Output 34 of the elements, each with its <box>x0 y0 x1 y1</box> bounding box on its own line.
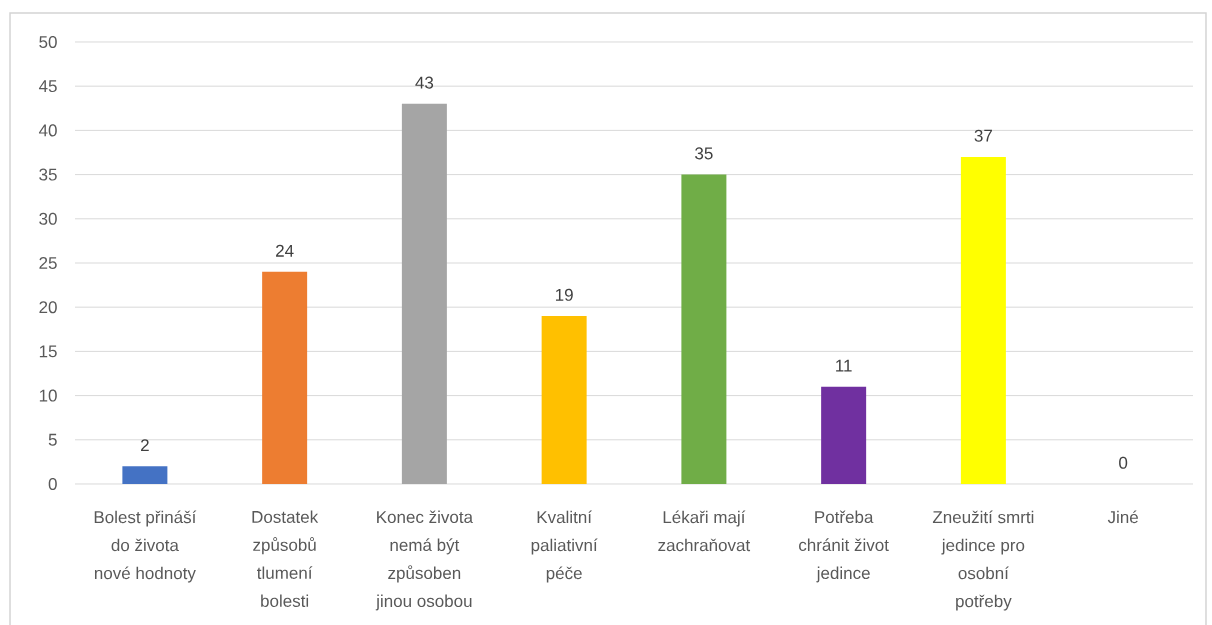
x-tick-label: Kvalitní paliativní péče <box>531 510 598 583</box>
bar <box>401 103 447 484</box>
y-tick-label: 50 <box>39 35 57 49</box>
y-tick-label: 45 <box>38 80 57 93</box>
x-tick-label: Bolest přináší do života nové hodnoty <box>94 510 197 583</box>
y-tick-label: 5 <box>48 433 57 446</box>
data-label: 37 <box>974 129 992 142</box>
data-label: 0 <box>1119 456 1128 469</box>
bar <box>541 316 587 484</box>
y-tick-label: 40 <box>38 124 57 137</box>
y-tick-label: 15 <box>39 345 57 358</box>
data-label: 19 <box>555 288 573 301</box>
x-tick-label: Zneužití smrti jedince pro osobní potřeby <box>932 510 1034 611</box>
y-tick-label: 35 <box>39 168 57 181</box>
x-tick-label: Lékaři mají zachraňovat <box>658 510 751 552</box>
data-label: 2 <box>141 439 149 452</box>
data-label: 43 <box>415 76 434 89</box>
bar <box>821 386 867 484</box>
data-label: 35 <box>695 147 713 160</box>
y-tick-label: 20 <box>39 301 57 314</box>
data-label: 24 <box>276 244 294 257</box>
y-tick-label: 0 <box>48 477 57 491</box>
y-tick-label: 10 <box>39 389 57 402</box>
bar <box>960 156 1006 484</box>
y-tick-label: 30 <box>39 212 57 225</box>
x-tick-label: Dostatek způsobů tlumení bolesti <box>252 510 319 607</box>
bar <box>681 174 727 484</box>
data-label: 11 <box>836 359 852 372</box>
x-tick-label: Potřeba chránit život jedince <box>799 510 889 583</box>
bar <box>262 271 308 484</box>
x-tick-label: Konec života nemá být způsoben jinou osobou <box>375 510 474 611</box>
y-tick-label: 25 <box>39 256 57 270</box>
bar <box>122 466 168 484</box>
x-tick-label: Jiné <box>1107 510 1138 524</box>
